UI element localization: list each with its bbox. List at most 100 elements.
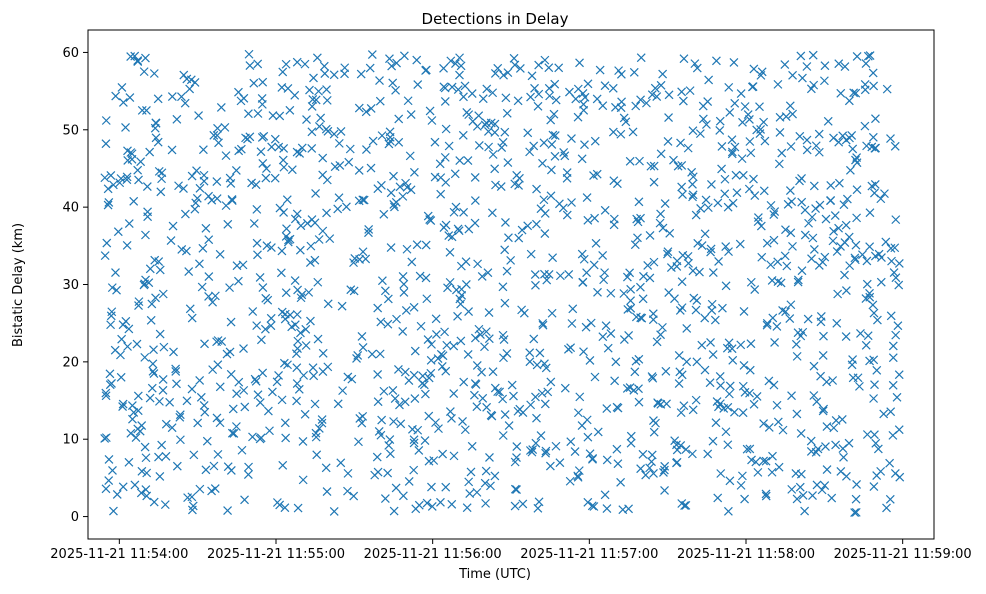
data-point [811,141,821,151]
data-point [498,282,508,292]
data-point [798,73,807,83]
data-point [405,151,415,161]
data-point [563,344,573,354]
data-point [523,128,533,138]
data-point [488,88,498,98]
data-point [127,149,137,159]
data-point [500,127,510,137]
data-point [865,292,875,302]
data-point [626,303,636,313]
data-point [305,258,315,267]
data-point [278,67,288,77]
data-point [431,314,441,324]
data-point [456,336,466,346]
data-point [622,272,632,282]
data-point [795,176,804,186]
data-point [375,349,385,359]
data-point [636,464,646,474]
data-point [323,362,333,372]
data-point [142,182,152,191]
data-point [473,259,483,269]
data-point [376,430,386,440]
data-point [548,130,558,140]
data-point [398,491,408,501]
data-point [279,162,289,172]
data-point [560,383,570,393]
data-point [863,331,873,341]
data-point [251,376,261,386]
data-point [436,349,446,359]
data-point [673,161,683,171]
data-point [616,129,626,139]
data-point [727,147,737,157]
data-point [660,199,670,208]
data-point [317,415,327,424]
data-point [658,223,668,233]
data-point [510,457,520,467]
data-point [498,431,508,440]
data-point [490,164,500,174]
data-point [117,83,127,92]
data-point [812,480,822,490]
data-point [756,125,766,134]
data-point [682,324,692,333]
data-point [100,173,110,183]
data-point [610,376,620,386]
data-point [540,359,549,369]
data-point [121,316,131,326]
data-point [861,340,871,350]
data-point [687,449,697,459]
data-point [503,158,513,168]
data-point [724,82,734,92]
data-point [851,240,861,250]
data-point [483,268,493,278]
data-point [482,84,492,94]
y-tick-label: 30 [62,278,79,293]
data-point [234,146,244,156]
data-point [746,339,756,349]
data-point [260,324,270,334]
data-point [706,337,715,347]
data-point [745,137,755,146]
data-point [262,164,271,174]
data-point [841,332,851,341]
data-point [730,407,739,417]
data-point [688,179,697,189]
data-point [472,487,482,497]
data-point [453,85,463,94]
data-point [788,70,798,80]
data-point [841,220,851,230]
data-point [322,175,332,185]
data-point [167,92,177,101]
data-point [383,319,393,329]
data-point [461,257,471,267]
data-point [814,261,824,270]
data-point [427,116,437,125]
data-point [113,227,123,237]
data-point [316,113,326,123]
data-point [819,76,829,86]
data-point [180,98,190,108]
data-point [501,218,510,227]
data-point [220,122,230,132]
data-point [606,329,616,338]
data-point [863,51,873,61]
data-point [107,283,117,293]
data-point [478,393,488,403]
data-point [278,155,288,165]
data-point [509,391,518,401]
data-point [573,471,583,481]
data-point [869,394,879,403]
data-point [503,68,513,78]
data-point [391,85,401,95]
data-point [249,219,259,228]
data-point [306,241,316,251]
data-point [251,180,261,190]
data-point [290,276,300,286]
data-point [532,413,541,423]
data-point [660,486,669,495]
data-point [311,432,321,442]
data-point [245,61,255,71]
data-point [247,178,256,188]
data-point [744,184,754,194]
